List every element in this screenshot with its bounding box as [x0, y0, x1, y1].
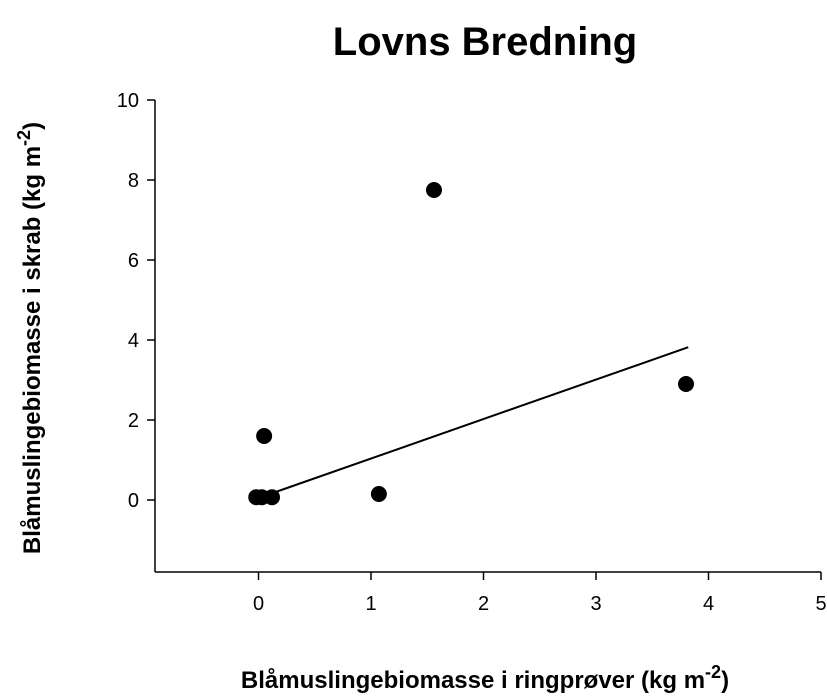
chart-title: Lovns Bredning	[333, 20, 637, 64]
point	[370, 486, 387, 502]
y-tick-label: 10	[117, 90, 139, 112]
x-tick-label: 0	[253, 593, 264, 615]
y-axis-label: Blåmuslingebiomasse i skrab (kg m-2)	[14, 122, 46, 554]
point	[256, 428, 273, 444]
y-tick-label: 0	[128, 490, 139, 512]
x-axis-label: Blåmuslingebiomasse i ringprøver (kg m-2…	[241, 662, 729, 694]
trend-line	[258, 346, 689, 499]
x-tick-label: 5	[815, 593, 826, 615]
x-label-sup: -2	[705, 662, 721, 682]
point	[678, 376, 694, 392]
x-tick-label: 3	[590, 593, 601, 615]
y-label-sup: -2	[14, 130, 34, 146]
y-tick-label: 6	[128, 250, 139, 272]
y-label-suffix: )	[19, 122, 46, 130]
y-tick-label: 8	[128, 170, 139, 192]
y-tick-label: 4	[128, 330, 139, 352]
y-label-text: Blåmuslingebiomasse i skrab (kg m	[19, 146, 46, 554]
x-label-text: Blåmuslingebiomasse i ringprøver (kg m	[241, 667, 705, 694]
x-tick-label: 2	[478, 593, 489, 615]
point	[264, 489, 280, 506]
x-tick-label: 4	[703, 593, 714, 615]
x-tick-label: 1	[365, 593, 376, 615]
point	[426, 182, 442, 198]
x-label-suffix: )	[721, 667, 729, 694]
y-tick-label: 2	[128, 410, 139, 432]
